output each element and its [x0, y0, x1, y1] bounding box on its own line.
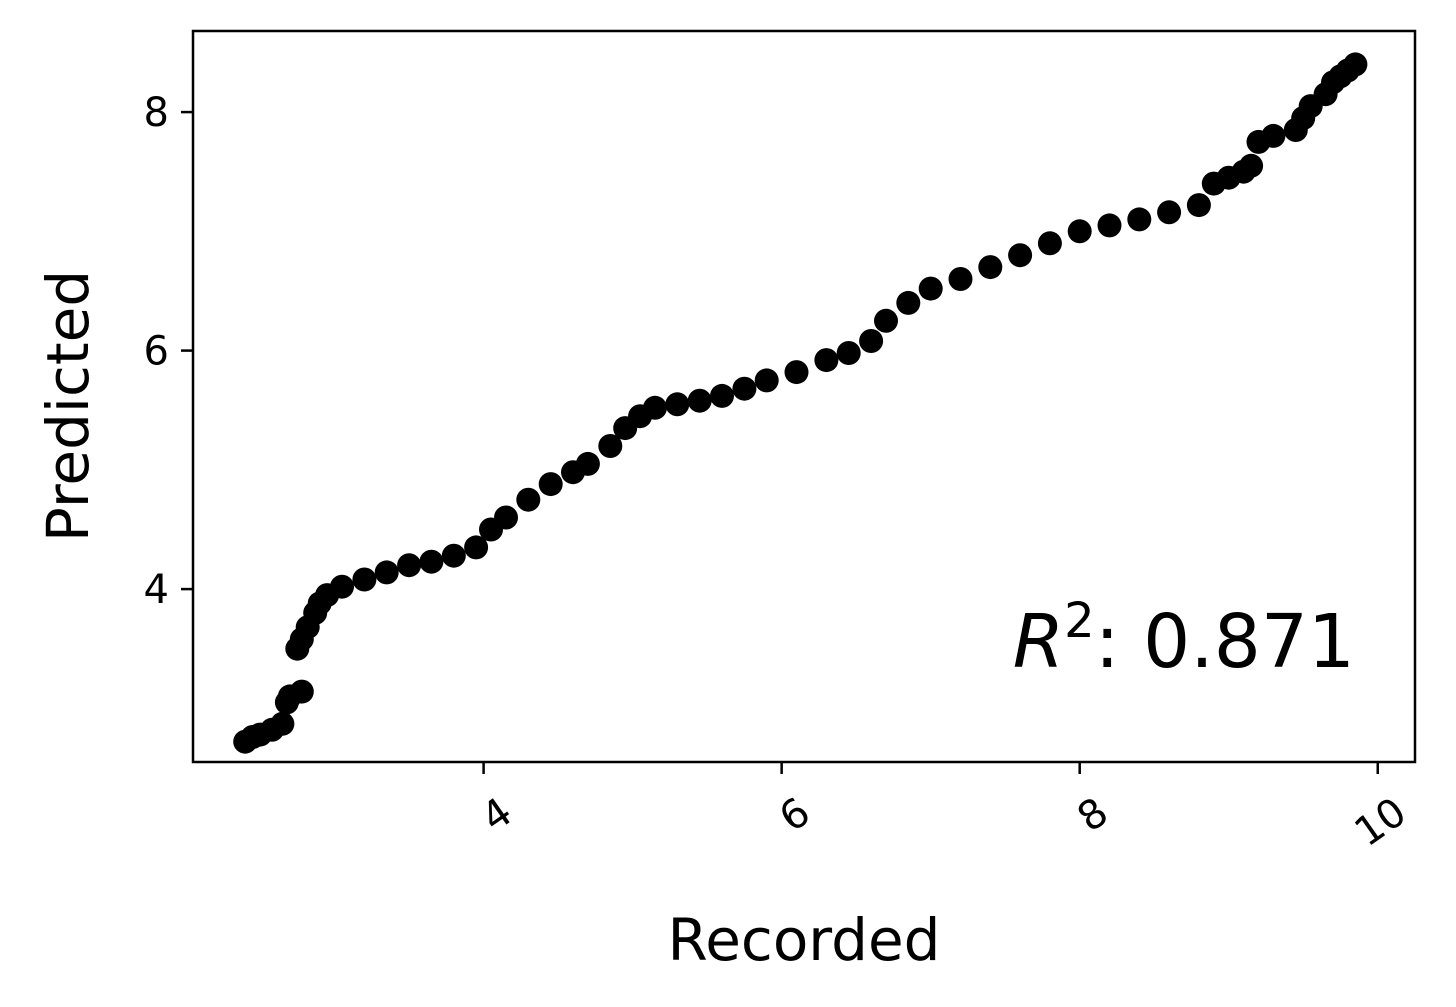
- data-point: [643, 395, 667, 420]
- x-tick-label: 8: [1069, 789, 1116, 841]
- data-point: [836, 341, 861, 365]
- y-tick-label: 4: [144, 567, 169, 613]
- data-point: [1343, 52, 1368, 77]
- data-point: [270, 711, 295, 736]
- data-points: [233, 52, 1368, 754]
- data-point: [859, 329, 884, 353]
- x-axis-ticks: 4 6 8 10: [473, 762, 1415, 856]
- data-point: [441, 543, 466, 568]
- data-point: [352, 567, 377, 592]
- data-point: [1239, 153, 1264, 178]
- data-point: [710, 383, 734, 408]
- data-point: [1037, 231, 1062, 256]
- data-point: [397, 553, 422, 578]
- x-tick-label: 6: [771, 789, 818, 841]
- data-point: [1186, 193, 1211, 218]
- x-axis-title: Recorded: [668, 906, 941, 974]
- y-tick-label: 8: [144, 90, 169, 136]
- data-point: [1097, 213, 1122, 238]
- y-axis-ticks: 4 6 8: [144, 90, 193, 613]
- data-point: [918, 276, 943, 301]
- r-symbol: R: [1013, 599, 1064, 685]
- data-point: [330, 574, 354, 599]
- data-point: [1261, 123, 1286, 148]
- data-point: [538, 472, 563, 497]
- data-point: [374, 560, 399, 585]
- data-point: [464, 535, 489, 560]
- plot-frame: [191, 29, 1417, 764]
- data-point: [516, 487, 541, 512]
- data-point: [814, 348, 839, 373]
- data-point: [754, 368, 779, 393]
- data-point: [1008, 243, 1033, 268]
- data-point: [1067, 219, 1092, 244]
- y-tick-label: 6: [144, 329, 169, 375]
- x-tick-label: 10: [1347, 789, 1415, 856]
- data-point: [289, 679, 314, 704]
- data-point: [1157, 200, 1182, 225]
- data-point: [948, 267, 973, 291]
- data-point: [665, 392, 690, 417]
- plot-area: [193, 31, 1415, 762]
- data-point: [494, 505, 518, 530]
- y-axis-title: Predicted: [34, 270, 102, 542]
- data-point: [419, 549, 444, 574]
- r-squared-value: : 0.871: [1095, 599, 1355, 685]
- r-superscript: 2: [1064, 593, 1095, 649]
- data-point: [687, 388, 712, 413]
- data-point: [732, 376, 757, 401]
- data-point: [896, 290, 921, 315]
- data-point: [575, 451, 600, 476]
- x-tick-label: 4: [473, 789, 520, 841]
- data-point: [1127, 207, 1152, 232]
- data-point: [598, 434, 623, 458]
- r-squared-annotation: R2: 0.871: [1013, 593, 1355, 685]
- data-point: [978, 255, 1003, 280]
- data-point: [874, 308, 898, 333]
- data-point: [784, 360, 809, 385]
